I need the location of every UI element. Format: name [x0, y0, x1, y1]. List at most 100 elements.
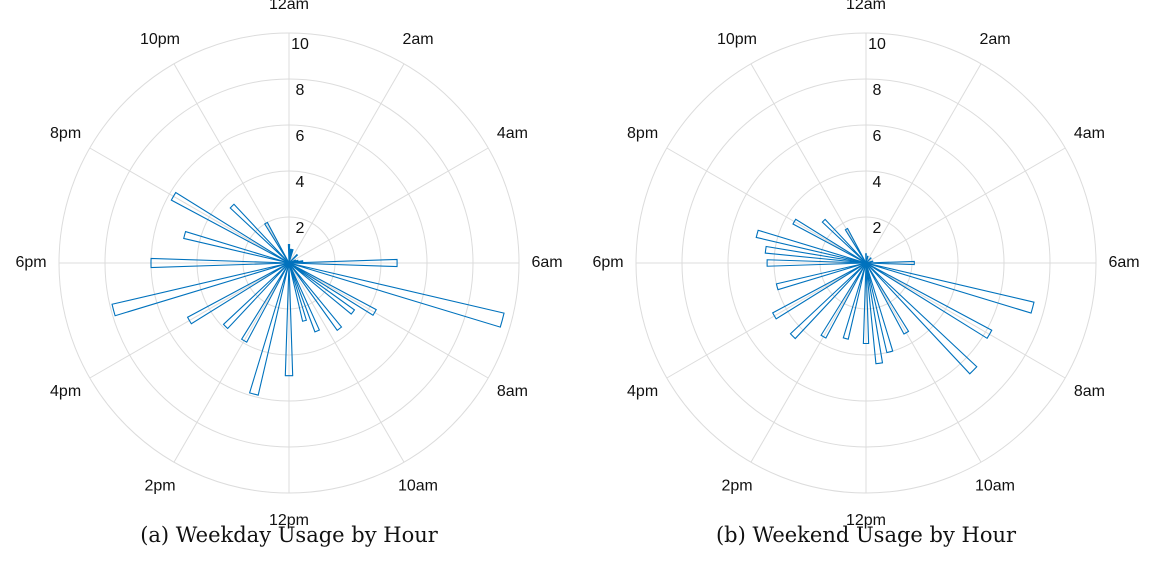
bar-weekday-0 [287, 244, 291, 264]
bar-weekday-13 [288, 262, 308, 322]
grid-spoke-8 [865, 262, 1066, 379]
bar-weekend-15 [771, 262, 867, 320]
bar-weekend-12 [842, 262, 867, 340]
r-label-10: 10 [291, 36, 309, 53]
bar-weekend-20 [792, 218, 867, 264]
bar-weekday-17 [222, 262, 290, 330]
bar-weekday-8 [288, 262, 505, 328]
theta-label-2am: 2am [402, 31, 433, 48]
theta-label-10am: 10am [975, 478, 1015, 495]
polar-chart-weekday: 12am 2am 4am 6am 8am 10am 12pm 2pm 4pm 6pm 8pm 10pm… [15, 0, 562, 547]
bar-weekday-16 [240, 262, 290, 343]
bar-weekend-22 [844, 227, 867, 264]
theta-label-12am: 12am [269, 0, 309, 13]
bar-weekday-22 [170, 191, 290, 264]
r-label-4: 4 [296, 174, 305, 191]
caption-weekend: (b) Weekend Usage by Hour [716, 523, 1017, 547]
bar-weekend-9 [865, 262, 894, 354]
r-label-8: 8 [296, 82, 305, 99]
bar-weekend-18 [764, 245, 867, 264]
r-label-6: 6 [873, 128, 882, 145]
grid-spoke-22 [173, 63, 290, 264]
bar-weekend-3 [865, 260, 874, 264]
bar-weekday-6 [288, 260, 304, 264]
theta-label-6am: 6am [531, 254, 562, 271]
bar-weekend-0 [865, 253, 867, 264]
bar-weekday-21 [183, 230, 290, 264]
bar-weekday-10 [288, 262, 356, 315]
r-label-2: 2 [296, 220, 305, 237]
grid-spoke-10 [865, 262, 982, 463]
bar-weekend-7 [865, 262, 978, 375]
theta-label-12pm: 12pm [269, 512, 309, 529]
theta-label-4am: 4am [497, 125, 528, 142]
grid-spoke-2 [288, 63, 405, 264]
bar-weekend-16 [775, 262, 867, 291]
theta-label-6pm: 6pm [15, 254, 46, 271]
grid-spoke-4 [288, 147, 489, 264]
theta-label-2pm: 2pm [721, 478, 752, 495]
bar-weekday-9 [288, 262, 377, 316]
theta-label-8am: 8am [1074, 383, 1105, 400]
r-label-6: 6 [296, 128, 305, 145]
theta-label-6am: 6am [1108, 254, 1139, 271]
bar-weekend-13 [820, 262, 867, 339]
bar-weekend-14 [789, 262, 867, 340]
grid-spoke-14 [173, 262, 290, 463]
bar-weekday-3 [288, 253, 299, 264]
theta-label-12am: 12am [846, 0, 886, 13]
theta-label-4am: 4am [1074, 125, 1105, 142]
theta-label-8pm: 8pm [627, 125, 658, 142]
bar-weekday-12 [288, 262, 321, 333]
bar-weekend-4 [865, 260, 915, 266]
r-label-8: 8 [873, 82, 882, 99]
bar-weekend-17 [766, 259, 867, 267]
theta-label-10pm: 10pm [140, 31, 180, 48]
bar-weekend-6 [865, 262, 993, 340]
grid-spoke-10 [288, 262, 405, 463]
grid-spoke-2 [865, 63, 982, 264]
bar-weekday-2 [288, 248, 294, 264]
grid-spoke-20 [89, 147, 290, 264]
theta-label-4pm: 4pm [627, 383, 658, 400]
bar-weekend-21 [821, 218, 867, 264]
bar-weekend-19 [755, 229, 867, 264]
bar-weekday-11 [288, 262, 343, 332]
theta-label-8pm: 8pm [50, 125, 81, 142]
polar-chart-weekend: 12am 2am 4am 6am 8am 10am 12pm 2pm 4pm 6pm 8pm 10pm… [592, 0, 1139, 547]
theta-label-2am: 2am [979, 31, 1010, 48]
bar-weekday-15 [248, 262, 290, 396]
bar-weekend-10 [865, 262, 884, 365]
theta-label-6pm: 6pm [592, 254, 623, 271]
grid-spoke-16 [666, 262, 867, 379]
bar-weekend-1 [865, 255, 869, 264]
theta-label-10am: 10am [398, 478, 438, 495]
bar-weekday-1 [288, 248, 292, 264]
grid-spoke-20 [666, 147, 867, 264]
r-label-10: 10 [868, 36, 886, 53]
bar-weekday-23 [229, 203, 290, 264]
theta-label-4pm: 4pm [50, 383, 81, 400]
bar-weekend-2 [865, 257, 872, 264]
r-label-4: 4 [873, 174, 882, 191]
theta-label-2pm: 2pm [144, 478, 175, 495]
theta-label-12pm: 12pm [846, 512, 886, 529]
bar-weekday-7 [288, 258, 398, 268]
caption-weekday: (a) Weekday Usage by Hour [140, 523, 439, 547]
bar-weekday-5 [288, 259, 299, 264]
bar-weekday-20 [150, 257, 290, 269]
grid-spoke-22 [750, 63, 867, 264]
bar-weekend-5 [865, 262, 1035, 314]
r-label-2: 2 [873, 220, 882, 237]
bar-weekend-11 [862, 262, 870, 345]
grid-spoke-4 [865, 147, 1066, 264]
bar-weekday-14 [284, 262, 294, 377]
grid-spoke-14 [750, 262, 867, 463]
bar-weekday-24 [263, 221, 290, 264]
theta-label-8am: 8am [497, 383, 528, 400]
bar-weekday-18 [186, 262, 290, 325]
theta-label-10pm: 10pm [717, 31, 757, 48]
bar-weekday-19 [111, 262, 290, 317]
grid-spoke-8 [288, 262, 489, 379]
